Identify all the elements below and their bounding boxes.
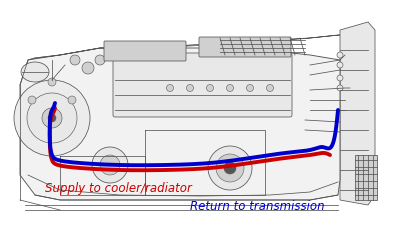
Circle shape (95, 55, 105, 65)
Circle shape (48, 78, 56, 86)
Circle shape (206, 85, 214, 92)
Circle shape (82, 62, 94, 74)
Circle shape (266, 85, 274, 92)
Circle shape (14, 80, 90, 156)
Circle shape (337, 85, 343, 91)
Polygon shape (28, 35, 340, 60)
Text: Supply to cooler/radiator: Supply to cooler/radiator (45, 182, 192, 195)
Circle shape (246, 85, 254, 92)
Circle shape (68, 96, 76, 104)
Circle shape (224, 162, 236, 174)
FancyBboxPatch shape (104, 41, 186, 61)
Circle shape (28, 96, 36, 104)
Circle shape (226, 85, 234, 92)
Circle shape (42, 108, 62, 128)
Ellipse shape (21, 62, 49, 82)
Circle shape (27, 93, 77, 143)
Circle shape (92, 147, 128, 183)
Circle shape (337, 62, 343, 68)
Circle shape (216, 154, 244, 182)
Circle shape (48, 114, 56, 122)
Text: Return to transmission: Return to transmission (190, 200, 325, 213)
Circle shape (337, 75, 343, 81)
Polygon shape (20, 48, 340, 200)
Polygon shape (340, 22, 375, 205)
Circle shape (166, 85, 174, 92)
Circle shape (70, 55, 80, 65)
FancyBboxPatch shape (113, 53, 292, 117)
Circle shape (337, 52, 343, 58)
Bar (355, 155, 377, 200)
Circle shape (186, 85, 194, 92)
Circle shape (100, 155, 120, 175)
FancyBboxPatch shape (199, 37, 291, 57)
Circle shape (208, 146, 252, 190)
